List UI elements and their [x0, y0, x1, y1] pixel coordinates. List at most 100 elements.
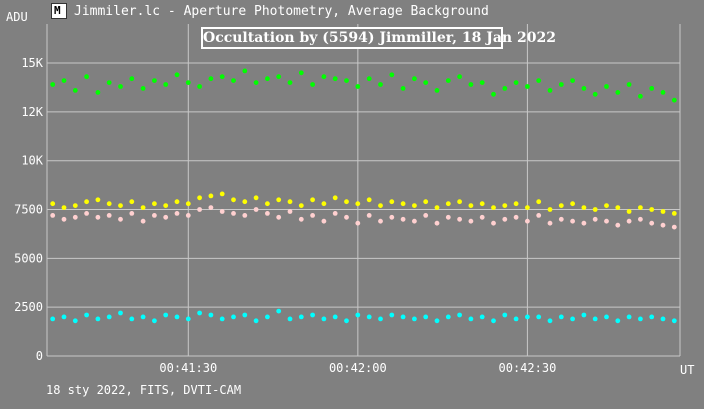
series-2-point — [197, 195, 203, 201]
series-1-point — [242, 68, 248, 74]
series-4-point — [378, 316, 383, 322]
series-4-point — [457, 312, 462, 318]
series-1-point — [50, 82, 56, 87]
series-4-point — [525, 314, 530, 320]
series-1-point — [638, 93, 643, 99]
series-2-point — [412, 203, 417, 209]
series-2-point — [174, 199, 180, 205]
series-1-point — [389, 72, 395, 78]
series-4-point — [536, 314, 542, 320]
series-3-point — [558, 216, 564, 222]
series-2-point — [332, 195, 338, 201]
series-1-point — [626, 82, 632, 87]
series-3-point — [479, 214, 485, 220]
series-3-point — [84, 211, 89, 216]
series-1-point — [310, 82, 315, 87]
series-1-point — [287, 80, 293, 85]
series-2-point — [219, 191, 225, 197]
series-4-point — [253, 318, 259, 324]
series-1-point — [106, 80, 112, 85]
series-2-point — [547, 207, 553, 212]
series-2-point — [231, 197, 236, 203]
series-2-point — [321, 201, 327, 207]
series-3-point — [638, 216, 643, 222]
series-3-point — [231, 211, 236, 216]
data-points — [50, 68, 677, 324]
series-4-point — [547, 318, 553, 324]
series-1-point — [118, 84, 123, 89]
series-4-point — [298, 314, 304, 320]
series-4-point — [366, 314, 372, 320]
series-3-point — [332, 211, 338, 216]
series-4-point — [468, 316, 474, 322]
series-2-point — [208, 193, 214, 199]
series-1-point — [434, 88, 440, 93]
series-1-point — [660, 90, 666, 95]
series-1-point — [344, 78, 349, 83]
series-1-point — [412, 76, 417, 82]
y-tick-label: 7500 — [14, 203, 43, 217]
series-4-point — [649, 314, 655, 320]
series-4-point — [61, 314, 67, 320]
series-1-point — [72, 88, 78, 93]
series-1-point — [558, 82, 564, 87]
series-3-point — [118, 216, 123, 222]
series-3-point — [208, 205, 214, 211]
series-2-point — [525, 205, 530, 211]
series-4-point — [558, 314, 564, 320]
series-4-point — [570, 316, 575, 322]
series-4-point — [638, 316, 643, 322]
series-2-point — [129, 199, 135, 205]
series-3-point — [626, 218, 632, 224]
series-1-point — [604, 84, 609, 89]
y-tick-label: 12K — [21, 105, 43, 119]
series-3-point — [525, 218, 530, 224]
series-4-point — [287, 316, 293, 322]
series-2-point — [265, 201, 270, 207]
series-1-point — [321, 74, 327, 80]
series-4-point — [118, 310, 123, 316]
series-4-point — [231, 314, 236, 320]
y-tick-label: 5000 — [14, 251, 43, 265]
series-3-point — [457, 216, 462, 222]
series-2-point — [118, 203, 123, 209]
series-4-point — [423, 314, 429, 320]
series-2-point — [276, 197, 282, 203]
series-2-point — [423, 199, 429, 205]
series-3-point — [502, 216, 508, 222]
series-1-point — [570, 78, 575, 83]
series-4-point — [344, 318, 349, 324]
series-3-point — [445, 214, 451, 220]
series-3-point — [310, 213, 315, 218]
series-3-point — [604, 218, 609, 224]
series-3-point — [468, 218, 474, 224]
series-3-point — [344, 214, 349, 220]
series-4-point — [208, 312, 214, 318]
series-2-point — [366, 197, 372, 203]
series-3-point — [129, 211, 135, 216]
series-2-point — [434, 205, 440, 211]
series-2-point — [558, 203, 564, 209]
series-2-point — [581, 205, 587, 211]
series-3-point — [649, 220, 655, 226]
series-1-point — [332, 76, 338, 82]
series-1-point — [185, 80, 191, 85]
series-4-point — [50, 316, 56, 322]
series-4-point — [95, 316, 101, 322]
series-4-point — [106, 314, 112, 320]
series-4-point — [400, 314, 406, 320]
series-2-point — [626, 209, 632, 214]
series-1-point — [479, 80, 485, 85]
series-3-point — [253, 207, 259, 212]
series-1-point — [649, 86, 655, 91]
series-2-point — [140, 205, 146, 211]
series-1-point — [219, 74, 225, 80]
series-4-point — [265, 314, 270, 320]
series-3-point — [61, 216, 67, 222]
series-4-point — [84, 312, 89, 318]
series-1-point — [152, 78, 157, 83]
series-1-point — [423, 80, 429, 85]
series-3-point — [242, 213, 248, 218]
series-4-point — [660, 316, 666, 322]
